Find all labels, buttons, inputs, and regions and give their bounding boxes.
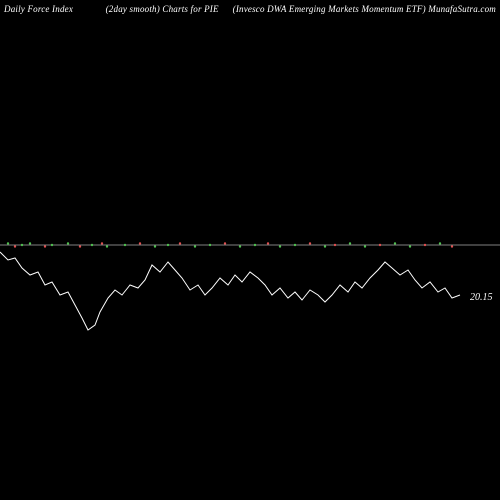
chart-area (0, 0, 500, 500)
price-chart (0, 0, 500, 500)
last-price-label: 20.15 (470, 292, 493, 303)
